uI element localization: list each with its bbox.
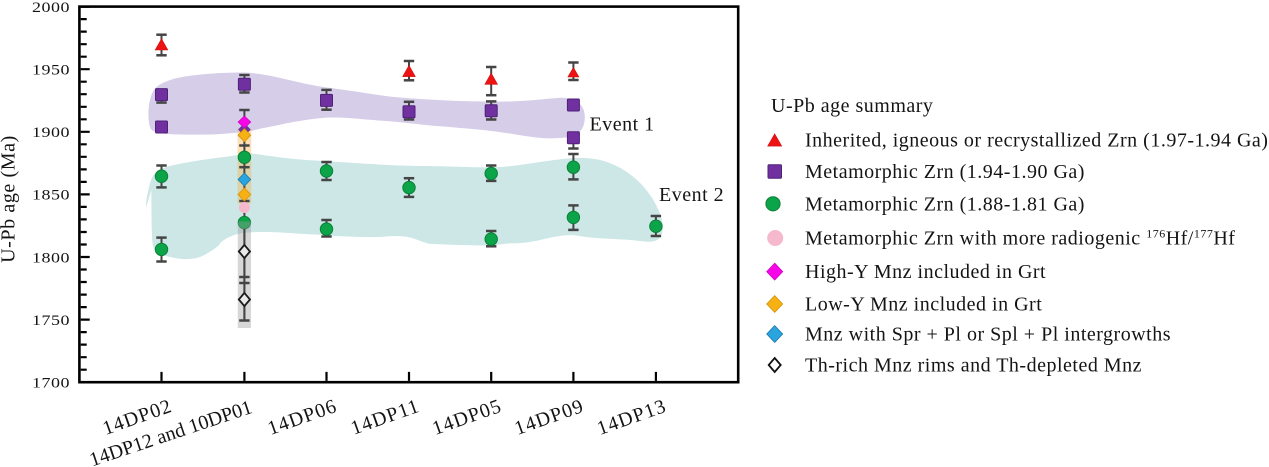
svg-text:14DP13: 14DP13	[594, 395, 669, 440]
svg-text:14DP09: 14DP09	[512, 395, 587, 440]
svg-text:U-Pb age summary: U-Pb age summary	[771, 95, 933, 117]
svg-text:U-Pb age (Ma): U-Pb age (Ma)	[0, 135, 20, 263]
svg-text:Event 1: Event 1	[590, 114, 655, 136]
svg-text:Event 2: Event 2	[659, 184, 724, 206]
svg-text:Th-rich Mnz rims and Th-deplet: Th-rich Mnz rims and Th-depleted Mnz	[805, 355, 1142, 377]
svg-text:1700: 1700	[32, 374, 70, 391]
svg-text:Metamorphic Zrn (1.94-1.90 Ga): Metamorphic Zrn (1.94-1.90 Ga)	[805, 161, 1085, 183]
svg-text:1750: 1750	[32, 311, 70, 328]
svg-text:14DP05: 14DP05	[429, 395, 504, 440]
svg-text:14DP11: 14DP11	[348, 395, 423, 440]
svg-text:High-Y Mnz included in Grt: High-Y Mnz included in Grt	[805, 261, 1046, 283]
svg-text:1800: 1800	[32, 249, 70, 266]
svg-text:Metamorphic Zrn with more radi: Metamorphic Zrn with more radiogenic 176…	[805, 227, 1235, 250]
svg-text:Low-Y Mnz included in Grt: Low-Y Mnz included in Grt	[805, 294, 1042, 316]
svg-text:1900: 1900	[32, 123, 70, 140]
svg-text:1850: 1850	[32, 186, 70, 203]
svg-text:Mnz with Spr + Pl or Spl + Pl: Mnz with Spr + Pl or Spl + Pl intergrowt…	[805, 324, 1171, 346]
svg-text:1950: 1950	[32, 61, 70, 78]
svg-text:Metamorphic Zrn (1.88-1.81 Ga): Metamorphic Zrn (1.88-1.81 Ga)	[805, 193, 1085, 215]
svg-text:2000: 2000	[32, 0, 70, 16]
svg-text:14DP06: 14DP06	[265, 395, 340, 440]
svg-text:Inherited, igneous or recrysta: Inherited, igneous or recrystallized Zrn…	[805, 130, 1268, 152]
